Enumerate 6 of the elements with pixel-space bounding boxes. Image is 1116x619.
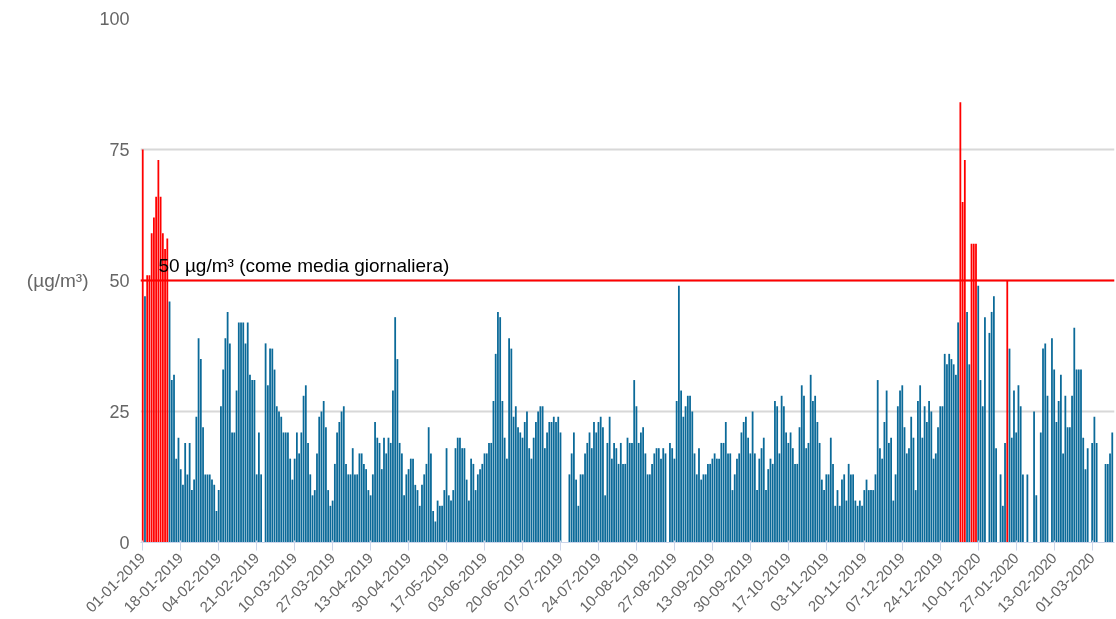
y-axis-title: (µg/m³) (26, 270, 89, 291)
y-tick-label: 100 (99, 9, 130, 29)
y-tick-label: 25 (109, 402, 130, 422)
y-tick-label: 0 (119, 533, 130, 553)
y-tick-label: 50 (109, 271, 130, 291)
y-tick-label: 75 (109, 140, 130, 160)
